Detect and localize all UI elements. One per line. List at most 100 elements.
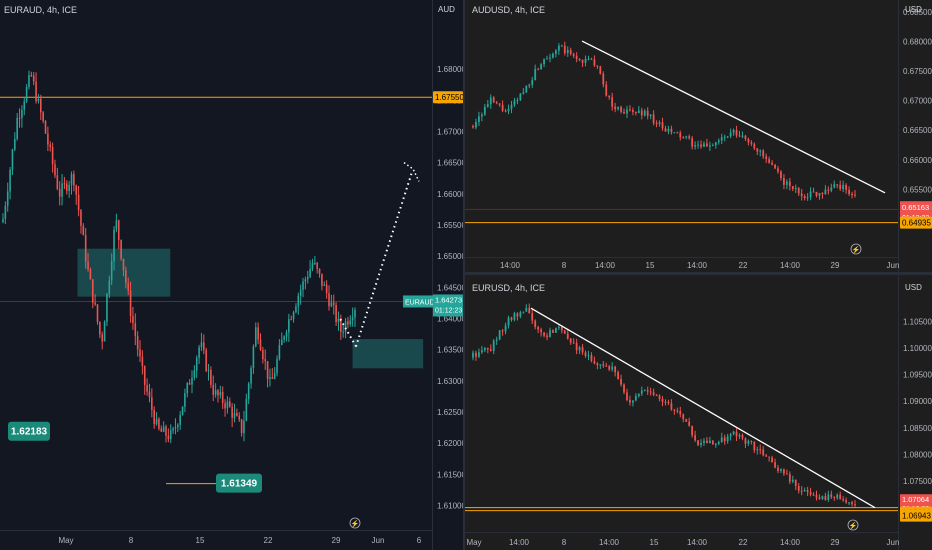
candle-body — [486, 104, 489, 107]
candle-body — [321, 273, 323, 286]
candle-body — [342, 331, 344, 333]
candle-body — [99, 321, 101, 335]
candle-body — [691, 138, 694, 147]
candle-body — [845, 184, 848, 190]
candle-body — [747, 138, 750, 143]
candle-body — [682, 414, 685, 420]
panel-divider-horizontal[interactable] — [465, 272, 932, 275]
demand-zone — [352, 339, 424, 369]
candle-body — [818, 193, 821, 196]
candle-body — [557, 45, 560, 51]
x-tick-label: 14:00 — [500, 261, 521, 270]
candle-body — [480, 114, 483, 117]
candle-body — [143, 366, 146, 386]
candle-body — [549, 330, 551, 338]
candle-body — [735, 431, 738, 437]
candle-body — [325, 284, 328, 294]
candle-body — [717, 140, 720, 143]
x-tick-label: May — [466, 538, 481, 547]
candle-body — [815, 192, 818, 196]
candle-body — [848, 189, 850, 194]
candle-body — [685, 419, 688, 422]
audusd-chart-svg[interactable]: 0.68500 0.68000 0.67500 0.67000 0.66500 0.660… — [465, 0, 932, 272]
candle-body — [534, 69, 537, 81]
chart-panel-euraud[interactable]: 1.680001.675001.670001.665001.660001.655… — [0, 0, 463, 550]
candle-body — [498, 103, 501, 105]
candle-body — [783, 469, 785, 474]
candle-body — [328, 293, 330, 307]
chart-panel-eurusd[interactable]: 1.10500 1.10000 1.09500 1.09000 1.08500 1.080… — [465, 275, 932, 550]
candle-body — [210, 369, 212, 385]
candle-body — [708, 145, 711, 147]
x-tick-label: 14:00 — [780, 538, 801, 547]
candle-body — [679, 410, 682, 415]
candle-body — [759, 449, 762, 451]
candle-body — [504, 325, 507, 332]
candle-body — [226, 401, 229, 409]
candle-body — [661, 122, 664, 129]
chart-panel-audusd[interactable]: 0.68500 0.68000 0.67500 0.67000 0.66500 0.660… — [465, 0, 932, 272]
candle-body — [649, 114, 652, 116]
panel-divider-vertical[interactable] — [463, 0, 465, 550]
euraud-chart-svg[interactable]: 1.680001.675001.670001.665001.660001.655… — [0, 0, 463, 550]
candle-body — [848, 502, 850, 504]
candle-body — [245, 399, 248, 421]
candle-body — [540, 329, 543, 333]
candle-body — [340, 318, 342, 332]
candle-body — [806, 197, 809, 199]
candle-body — [714, 142, 717, 146]
candle-body — [791, 479, 794, 482]
candle-body — [706, 440, 708, 444]
candle-body — [655, 122, 658, 125]
candle-body — [525, 307, 528, 312]
candle-body — [649, 391, 652, 393]
candle-body — [285, 332, 288, 337]
candle-body — [262, 349, 264, 360]
candle-body — [720, 137, 723, 141]
candle-body — [330, 302, 333, 307]
candle-body — [673, 132, 676, 134]
candle-body — [127, 282, 130, 291]
candle-body — [788, 181, 791, 187]
candle-body — [726, 136, 729, 138]
candle-body — [167, 435, 170, 440]
lightning-glyph: ⚡ — [852, 245, 861, 254]
candle-body — [23, 101, 26, 110]
candle-body — [771, 162, 773, 165]
candle-body — [626, 109, 628, 114]
candle-body — [735, 130, 738, 136]
candle-body — [617, 372, 620, 380]
x-tick-label: 14:00 — [687, 261, 708, 270]
candle-body — [809, 491, 812, 495]
candle-body — [354, 309, 356, 318]
candle-body — [252, 346, 255, 369]
candle-body — [247, 383, 250, 400]
candle-body — [626, 392, 628, 400]
candle-body — [812, 191, 815, 193]
price-unit-label: USD — [905, 283, 922, 292]
candle-body — [6, 191, 9, 206]
candle-body — [318, 268, 321, 274]
candle-body — [667, 401, 670, 404]
candle-body — [195, 357, 198, 371]
candle-body — [581, 59, 584, 63]
candle-body — [676, 132, 679, 134]
candle-body — [599, 66, 602, 74]
candle-body — [827, 189, 830, 191]
candle-body — [768, 159, 771, 163]
candle-body — [652, 114, 655, 123]
candle-body — [854, 504, 856, 506]
candle-body — [290, 319, 293, 321]
candle-body — [302, 281, 304, 290]
eurusd-chart-svg[interactable]: 1.10500 1.10000 1.09500 1.09000 1.08500 1.080… — [465, 275, 932, 550]
resistance-level-label: 1.67550 — [435, 93, 463, 102]
candle-body — [637, 110, 640, 114]
candle-body — [37, 98, 40, 102]
candle-body — [80, 210, 82, 226]
candle-body — [238, 415, 241, 420]
candle-body — [280, 339, 283, 346]
candle-body — [44, 121, 47, 134]
candle-body — [602, 364, 605, 366]
candle-body — [543, 59, 545, 65]
candle-body — [765, 156, 768, 160]
